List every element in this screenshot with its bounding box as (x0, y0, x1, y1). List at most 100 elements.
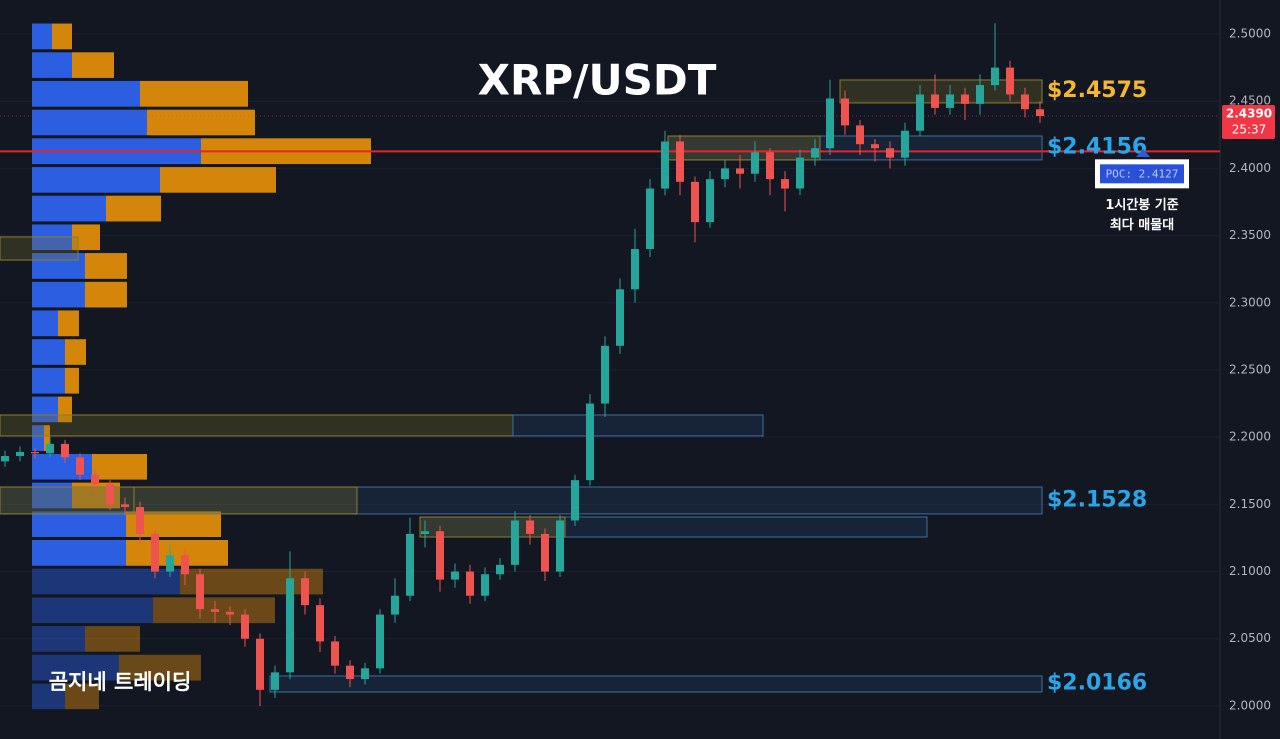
profile-bar (44, 425, 50, 451)
candle-body (826, 98, 834, 149)
profile-bar (32, 23, 52, 50)
profile-bar (32, 597, 153, 624)
candle-body (271, 672, 279, 690)
countdown: 25:37 (1232, 122, 1267, 136)
poc-box (1100, 164, 1184, 184)
candle-body (511, 520, 519, 565)
candle-body (301, 578, 309, 606)
profile-bar (65, 683, 99, 710)
candle-body (781, 179, 789, 189)
poc-note: 최다 매물대 (1110, 217, 1174, 233)
candle-body (196, 574, 204, 610)
y-tick-label: 2.5000 (1229, 27, 1271, 41)
profile-bar (32, 683, 65, 710)
zone-label: $2.0166 (1047, 671, 1147, 696)
candle-body (16, 451, 24, 456)
candle-body (151, 533, 159, 572)
candle-body (721, 168, 729, 180)
profile-bar (147, 109, 255, 136)
profile-bar (85, 253, 127, 279)
candle-body (121, 504, 129, 508)
candle-body (616, 289, 624, 346)
candle-body (541, 533, 549, 572)
candle-body (916, 94, 924, 131)
candle-body (256, 638, 264, 690)
zone (667, 135, 821, 161)
profile-bar (32, 425, 44, 451)
y-tick-label: 2.3000 (1229, 295, 1271, 309)
candle-body (406, 533, 414, 596)
poc-label: POC: 2.4127 (1106, 167, 1179, 180)
profile-bar (126, 539, 228, 566)
candle-body (61, 443, 69, 458)
candle-body (436, 531, 444, 580)
candle-body (586, 403, 594, 481)
candle-body (226, 611, 234, 615)
candle-body (361, 668, 369, 680)
profile-bar (160, 167, 276, 193)
profile-bar (32, 195, 106, 222)
candle-body (796, 157, 804, 189)
poc-note: 1시간봉 기준 (1105, 197, 1178, 213)
candle-body (31, 451, 39, 454)
y-tick-label: 2.3500 (1229, 228, 1271, 242)
candle-body (46, 443, 54, 454)
candle-body (961, 94, 969, 104)
candle-body (1036, 109, 1044, 116)
profile-bar (58, 310, 79, 337)
plot (0, 23, 1220, 710)
candle-body (931, 94, 939, 108)
zone-label: $2.1528 (1047, 488, 1147, 513)
candle-body (601, 345, 609, 404)
candle-body (181, 555, 189, 575)
profile-bar (106, 195, 161, 222)
profile-bar (32, 539, 126, 566)
candle-body (286, 578, 294, 673)
profile-bar (58, 396, 72, 423)
profile-bar (32, 281, 85, 308)
y-tick-label: 2.0000 (1229, 698, 1271, 712)
y-tick-label: 2.0500 (1229, 631, 1271, 645)
candle-body (841, 98, 849, 126)
candle-body (241, 614, 249, 639)
profile-bar (32, 80, 140, 107)
last-price-label: 2.4390 (1226, 106, 1272, 120)
candle-body (76, 457, 84, 475)
last-price-tag (1222, 104, 1275, 139)
candle-body (376, 614, 384, 669)
zone-label: $2.4575 (1047, 78, 1147, 103)
candle-body (91, 474, 99, 485)
zone (269, 675, 1043, 693)
zone (512, 414, 764, 437)
candle-body (766, 152, 774, 180)
candle-body (991, 67, 999, 86)
y-tick-label: 2.1500 (1229, 497, 1271, 511)
candle-body (481, 574, 489, 596)
profile-bar (32, 52, 72, 78)
profile-bar (32, 511, 126, 537)
zone (0, 236, 79, 261)
profile-bar (72, 52, 114, 78)
candle-body (526, 520, 534, 534)
candle-body (856, 125, 864, 145)
candle-body (661, 141, 669, 189)
candle-body (1006, 67, 1014, 95)
candle-body (811, 148, 819, 158)
profile-bar (92, 453, 147, 480)
profile-bar (32, 654, 119, 681)
profile-bar (32, 568, 180, 595)
y-tick-label: 2.4500 (1229, 94, 1271, 108)
zone (0, 486, 1043, 515)
profile-bar (32, 339, 65, 365)
y-tick-label: 2.1000 (1229, 564, 1271, 578)
profile-bar (140, 80, 248, 107)
candle-body (901, 130, 909, 158)
candle-body (316, 605, 324, 642)
profile-bar (65, 367, 79, 394)
profile-bar (32, 310, 58, 337)
zone (133, 486, 358, 515)
y-tick-label: 2.2000 (1229, 430, 1271, 444)
candle-body (886, 148, 894, 158)
